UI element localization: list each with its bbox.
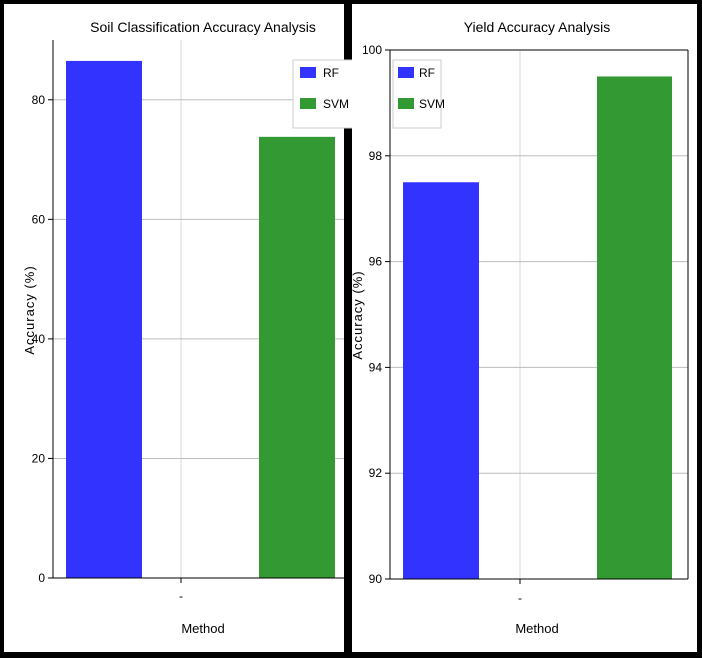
soil-y-axis-label: Accuracy (%) [22,265,37,354]
soil-bar-svm [259,136,335,578]
soil-y-tick-label-20: 20 [32,451,46,465]
soil-bar-rf [66,60,142,578]
yield-y-tick-label-100: 100 [362,43,382,57]
soil-y-tick-label-60: 60 [32,212,46,226]
yield-legend: RF SVM [392,59,445,129]
yield-bar-svm [597,76,672,579]
soil-legend: RF SVM [292,59,354,129]
soil-y-tick-label-0: 0 [38,571,45,585]
soil-y-ticks: 0 20 40 60 80 [32,93,53,585]
soil-chart-title: Soil Classification Accuracy Analysis [90,19,316,35]
yield-legend-svm: SVM [419,97,445,111]
yield-y-tick-label-92: 92 [369,466,383,480]
yield-legend-swatch-svm [398,98,414,109]
soil-legend-svm: SVM [323,97,349,111]
yield-chart-title: Yield Accuracy Analysis [464,19,611,35]
yield-y-axis-label: Accuracy (%) [350,270,365,359]
soil-legend-swatch-svm [300,98,316,109]
yield-legend-rf: RF [419,66,435,80]
yield-x-tick-label: - [518,591,522,605]
yield-bar-rf [403,182,479,579]
soil-bars [66,60,335,578]
soil-chart-panel: Soil Classification Accuracy Analysis 0 2… [4,4,354,652]
soil-x-axis-label: Method [181,621,224,636]
yield-y-tick-label-96: 96 [369,255,383,269]
soil-x-tick-label: - [179,589,183,603]
yield-y-ticks: 90 92 94 96 98 100 [362,43,390,586]
soil-y-tick-label-40: 40 [32,332,46,346]
yield-y-tick-label-90: 90 [369,572,383,586]
yield-x-axis-label: Method [515,621,558,636]
soil-legend-swatch-rf [300,67,316,78]
yield-legend-swatch-rf [398,67,414,78]
yield-y-tick-label-98: 98 [369,149,383,163]
soil-legend-rf: RF [323,66,339,80]
soil-y-tick-label-80: 80 [32,93,46,107]
yield-bars [403,76,672,579]
yield-y-tick-label-94: 94 [369,360,383,374]
